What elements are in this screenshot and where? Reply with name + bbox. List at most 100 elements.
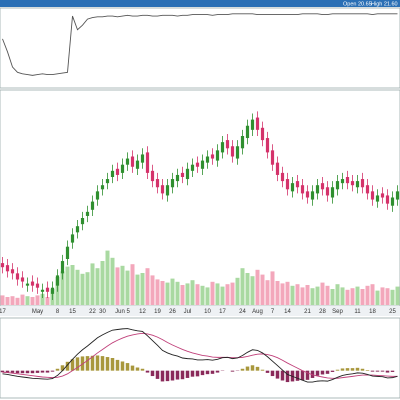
candle-body bbox=[385, 195, 390, 204]
macd-histogram-bar bbox=[115, 359, 120, 371]
volume-bar bbox=[370, 284, 375, 305]
x-tick-label: Jul bbox=[184, 309, 192, 315]
candle-body bbox=[395, 191, 400, 200]
candle-body bbox=[250, 119, 255, 130]
macd-histogram-bar bbox=[155, 370, 160, 379]
x-tick-label: Jun 5 bbox=[115, 309, 130, 315]
volume-bar bbox=[240, 268, 245, 305]
volume-bar bbox=[360, 289, 365, 305]
candle-body bbox=[295, 181, 300, 188]
candle-body bbox=[150, 170, 155, 182]
volume-bar bbox=[250, 276, 255, 305]
volume-bar bbox=[335, 284, 340, 305]
volume-bar bbox=[30, 297, 35, 305]
macd-histogram-bar bbox=[100, 356, 105, 371]
macd-histogram-bar bbox=[275, 370, 280, 379]
candle-body bbox=[95, 191, 100, 200]
volume-bar bbox=[20, 294, 25, 305]
candle-body bbox=[35, 283, 40, 288]
candle-body bbox=[215, 150, 220, 161]
candle-body bbox=[305, 191, 310, 198]
volume-bar bbox=[70, 265, 75, 305]
indicator-line bbox=[2, 13, 398, 76]
macd-histogram-bar bbox=[95, 355, 100, 371]
macd-histogram-bar bbox=[90, 355, 95, 371]
macd-histogram-bar bbox=[150, 370, 155, 377]
date-axis bbox=[0, 306, 400, 316]
volume-bar bbox=[0, 295, 5, 305]
x-tick-label: 14 bbox=[284, 309, 291, 315]
candle-body bbox=[155, 179, 160, 188]
macd-histogram-bar bbox=[70, 359, 75, 371]
candle-body bbox=[160, 185, 165, 194]
macd-histogram-bar bbox=[65, 361, 70, 371]
volume-bar bbox=[40, 293, 45, 305]
candle-body bbox=[365, 185, 370, 194]
macd-histogram-bar bbox=[355, 367, 360, 371]
candle-body bbox=[310, 191, 315, 200]
candle-body bbox=[100, 185, 105, 190]
volume-bar bbox=[120, 265, 125, 305]
macd-histogram-bar bbox=[60, 365, 65, 371]
candle-body bbox=[220, 142, 225, 153]
candle-body bbox=[45, 287, 50, 292]
x-tick-label: 26 bbox=[169, 309, 176, 315]
volume-bar bbox=[65, 266, 70, 305]
volume-bar bbox=[310, 288, 315, 305]
volume-bar bbox=[380, 287, 385, 305]
x-tick-label: Aug bbox=[252, 309, 263, 315]
x-tick-label: 28 bbox=[319, 309, 326, 315]
volume-bar bbox=[280, 283, 285, 305]
volume-bar bbox=[255, 269, 260, 305]
candle-body bbox=[270, 150, 275, 165]
volume-bar bbox=[185, 283, 190, 305]
candle-body bbox=[120, 164, 125, 173]
macd-histogram-bar bbox=[375, 370, 380, 372]
header-bar bbox=[0, 0, 400, 7]
candle-body bbox=[75, 226, 80, 233]
volume-bar bbox=[270, 271, 275, 305]
volume-bar bbox=[300, 287, 305, 305]
candle-body bbox=[190, 164, 195, 171]
candle-body bbox=[255, 117, 260, 130]
volume-bar bbox=[330, 289, 335, 305]
volume-bar bbox=[260, 274, 265, 305]
candle-body bbox=[40, 289, 45, 292]
macd-histogram-bar bbox=[50, 370, 55, 372]
macd-histogram-bar bbox=[20, 370, 25, 374]
candle-body bbox=[260, 127, 265, 141]
volume-bar bbox=[125, 270, 130, 305]
candle-body bbox=[30, 281, 35, 286]
candle-body bbox=[60, 261, 65, 274]
candle-body bbox=[165, 185, 170, 196]
volume-bar bbox=[320, 282, 325, 305]
macd-histogram-bar bbox=[320, 370, 325, 375]
volume-bar bbox=[385, 288, 390, 305]
volume-bar bbox=[345, 289, 350, 305]
volume-bar bbox=[180, 285, 185, 305]
header-high: High 21.60 bbox=[371, 1, 398, 7]
x-tick-label: 12 bbox=[139, 309, 146, 315]
volume-bar bbox=[135, 274, 140, 305]
macd-histogram-bar bbox=[325, 370, 330, 374]
x-tick-label: 17 bbox=[219, 309, 226, 315]
macd-histogram-bar bbox=[0, 370, 5, 373]
macd-histogram-bar bbox=[215, 370, 220, 373]
macd-histogram-bar bbox=[40, 370, 45, 373]
signal-line bbox=[2, 332, 398, 379]
volume-bar bbox=[175, 281, 180, 305]
volume-bar bbox=[10, 296, 15, 305]
candle-body bbox=[265, 138, 270, 153]
volume-bar bbox=[45, 297, 50, 305]
volume-bar bbox=[115, 267, 120, 305]
macd-histogram-bar bbox=[285, 370, 290, 383]
candle-body bbox=[145, 152, 150, 173]
macd-histogram-bar bbox=[175, 370, 180, 380]
volume-bar bbox=[165, 282, 170, 305]
macd-histogram-bar bbox=[270, 370, 275, 377]
volume-bar bbox=[130, 264, 135, 305]
macd-histogram-bar bbox=[110, 358, 115, 371]
header-open: Open 20.65 bbox=[343, 1, 372, 7]
volume-bar bbox=[100, 261, 105, 305]
candle-body bbox=[350, 181, 355, 186]
